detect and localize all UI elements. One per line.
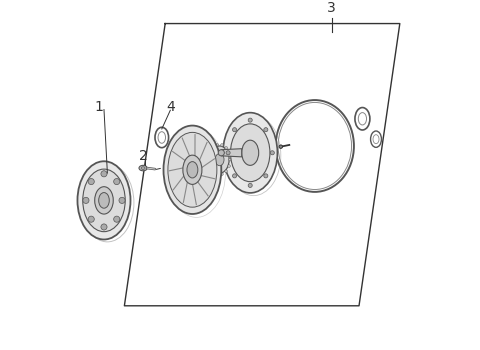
Ellipse shape xyxy=(168,132,217,207)
Ellipse shape xyxy=(228,165,230,167)
Text: 3: 3 xyxy=(327,1,336,15)
Ellipse shape xyxy=(232,174,237,178)
Ellipse shape xyxy=(119,197,125,203)
Text: 2: 2 xyxy=(139,149,147,163)
Ellipse shape xyxy=(88,178,94,185)
Ellipse shape xyxy=(114,216,120,222)
Ellipse shape xyxy=(232,128,237,132)
Ellipse shape xyxy=(209,152,212,154)
Ellipse shape xyxy=(270,151,275,155)
Ellipse shape xyxy=(216,173,218,175)
Ellipse shape xyxy=(141,167,145,169)
Polygon shape xyxy=(221,149,242,157)
Text: 4: 4 xyxy=(166,100,175,114)
Ellipse shape xyxy=(248,118,252,122)
Ellipse shape xyxy=(216,144,218,146)
Ellipse shape xyxy=(95,187,113,214)
Ellipse shape xyxy=(83,197,89,203)
Ellipse shape xyxy=(223,113,277,193)
Ellipse shape xyxy=(77,161,131,239)
Ellipse shape xyxy=(164,126,221,214)
Ellipse shape xyxy=(88,216,94,222)
Ellipse shape xyxy=(221,144,223,146)
Ellipse shape xyxy=(279,145,283,148)
Ellipse shape xyxy=(264,174,268,178)
Ellipse shape xyxy=(139,165,147,171)
Ellipse shape xyxy=(229,158,231,161)
Ellipse shape xyxy=(230,124,270,182)
Ellipse shape xyxy=(208,158,210,161)
Ellipse shape xyxy=(215,153,224,166)
Ellipse shape xyxy=(187,162,198,178)
Ellipse shape xyxy=(226,151,230,155)
Ellipse shape xyxy=(242,140,259,165)
Ellipse shape xyxy=(225,147,228,149)
Ellipse shape xyxy=(101,171,107,177)
Ellipse shape xyxy=(264,128,268,132)
Ellipse shape xyxy=(83,169,125,232)
Ellipse shape xyxy=(248,183,252,188)
Ellipse shape xyxy=(228,152,230,154)
Ellipse shape xyxy=(101,224,107,230)
Ellipse shape xyxy=(218,150,224,156)
Ellipse shape xyxy=(221,173,223,175)
Ellipse shape xyxy=(225,170,228,173)
Ellipse shape xyxy=(99,193,109,208)
Ellipse shape xyxy=(114,178,120,185)
Ellipse shape xyxy=(210,146,229,173)
Ellipse shape xyxy=(183,155,202,184)
Ellipse shape xyxy=(212,170,215,173)
Ellipse shape xyxy=(209,165,212,167)
Ellipse shape xyxy=(212,147,215,149)
Text: 1: 1 xyxy=(95,100,103,114)
